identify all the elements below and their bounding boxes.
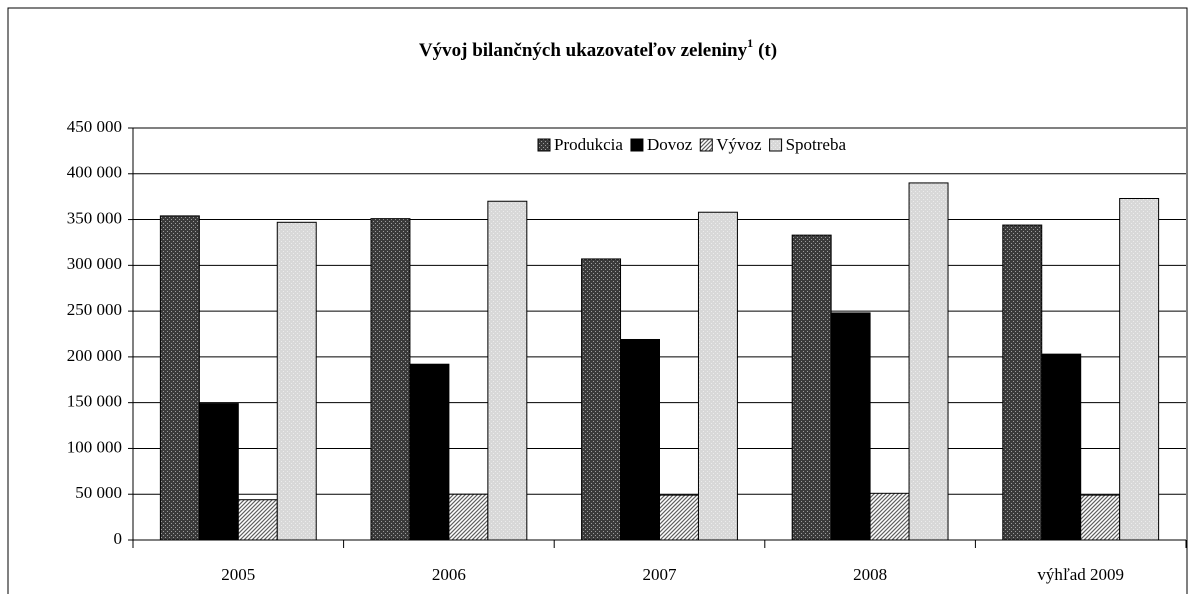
legend-bg bbox=[527, 129, 990, 161]
bar bbox=[1041, 353, 1082, 541]
y-tick-label: 100 000 bbox=[67, 437, 122, 456]
bar bbox=[659, 494, 699, 541]
y-tick-label: 350 000 bbox=[67, 208, 122, 227]
bar bbox=[1080, 494, 1121, 541]
y-tick-label: 300 000 bbox=[67, 254, 122, 273]
chart-title: Vývoj bilančných ukazovateľov zeleniny1 (… bbox=[419, 36, 777, 62]
y-tick-label: 450 000 bbox=[67, 117, 122, 136]
frame bbox=[7, 7, 1188, 594]
y-tick-label: 0 bbox=[114, 529, 123, 548]
bar bbox=[791, 234, 832, 541]
y-tick-label: 200 000 bbox=[67, 346, 122, 365]
y-tick-label: 150 000 bbox=[67, 392, 122, 411]
bar bbox=[908, 182, 949, 541]
y-tick-label: 50 000 bbox=[75, 483, 122, 502]
legend-label: Spotreba bbox=[786, 135, 847, 154]
bar bbox=[237, 499, 278, 541]
x-tick-label: výhľad 2009 bbox=[1037, 565, 1124, 584]
legend-swatch bbox=[537, 138, 551, 152]
bar bbox=[620, 338, 660, 541]
title-text: Vývoj bilančných ukazovateľov zeleniny bbox=[419, 40, 748, 61]
bar bbox=[448, 493, 489, 541]
legend-swatch bbox=[699, 138, 713, 152]
bar bbox=[159, 215, 200, 541]
y-tick-label: 250 000 bbox=[67, 300, 122, 319]
bar bbox=[370, 218, 411, 541]
x-tick-label: 2005 bbox=[221, 565, 255, 584]
legend-label: Produkcia bbox=[554, 135, 623, 154]
legend-label: Vývoz bbox=[716, 135, 762, 154]
bar bbox=[276, 221, 317, 541]
bar bbox=[581, 258, 622, 541]
bar bbox=[198, 403, 239, 541]
title-unit: (t) bbox=[758, 40, 777, 61]
x-tick-label: 2006 bbox=[432, 565, 466, 584]
legend: Produkcia Dovoz Vývoz Spotreba bbox=[527, 129, 990, 161]
legend-label: Dovoz bbox=[647, 135, 693, 154]
bar bbox=[1119, 197, 1160, 541]
bar bbox=[697, 211, 738, 541]
x-tick-label: 2008 bbox=[853, 565, 887, 584]
title-superscript: 1 bbox=[747, 36, 753, 50]
bar bbox=[830, 312, 871, 541]
legend-swatch bbox=[769, 138, 783, 152]
y-tick-label: 400 000 bbox=[67, 163, 122, 182]
bar bbox=[409, 363, 450, 541]
bar bbox=[869, 492, 910, 541]
legend-swatch bbox=[630, 138, 644, 152]
bar bbox=[487, 200, 528, 541]
x-tick-label: 2007 bbox=[643, 565, 678, 584]
bar bbox=[1002, 224, 1043, 541]
